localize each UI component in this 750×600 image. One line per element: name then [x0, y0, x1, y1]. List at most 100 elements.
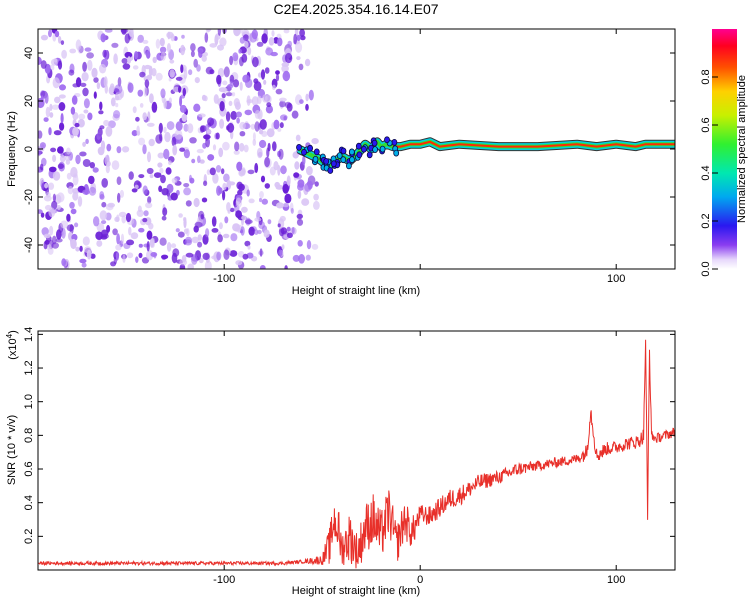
- noise-speckle: [39, 142, 47, 149]
- noise-speckle: [223, 249, 230, 260]
- noise-speckle: [179, 95, 183, 107]
- noise-speckle: [138, 137, 146, 146]
- snr-panel: -100 0 100 0.2 0.4 0.6 0.8 1.0 1.2 1.4 Height of…: [5, 327, 676, 597]
- noise-speckle: [69, 201, 75, 209]
- noise-speckle: [118, 211, 127, 218]
- noise-speckle: [269, 166, 276, 176]
- x-tick-label: 100: [607, 273, 625, 285]
- noise-speckle: [61, 49, 67, 59]
- noise-speckle: [203, 180, 208, 187]
- noise-speckle: [102, 49, 107, 58]
- noise-speckle: [148, 138, 155, 147]
- noise-speckle: [161, 254, 169, 260]
- noise-speckle: [222, 80, 228, 86]
- noise-speckle: [89, 162, 96, 169]
- snr-frame: [37, 330, 676, 571]
- noise-speckle: [101, 178, 108, 188]
- noise-speckle: [75, 39, 82, 51]
- noise-speckle: [85, 138, 89, 145]
- noise-speckle: [207, 117, 215, 126]
- noise-speckle: [219, 101, 225, 112]
- noise-speckle: [112, 228, 118, 236]
- noise-speckle: [190, 50, 195, 58]
- noise-speckle: [132, 106, 137, 114]
- noise-speckle: [229, 74, 235, 83]
- noise-speckle: [138, 252, 143, 259]
- noise-speckle: [40, 95, 44, 103]
- noise-speckle: [248, 226, 255, 236]
- trace-blob: [360, 145, 367, 153]
- noise-speckle: [235, 111, 242, 118]
- noise-speckle: [194, 221, 203, 228]
- noise-speckle: [124, 33, 130, 44]
- noise-speckle: [185, 252, 194, 258]
- noise-speckle: [252, 56, 259, 68]
- noise-speckle: [93, 91, 97, 99]
- noise-speckle: [302, 155, 306, 166]
- trace-blob: [356, 151, 363, 159]
- noise-speckle: [160, 88, 166, 99]
- snr-y-label: SNR (10 * v/v): [6, 415, 18, 485]
- noise-speckle: [134, 184, 139, 189]
- noise-speckle: [198, 113, 206, 118]
- noise-speckle: [71, 95, 78, 105]
- snr-y-multiplier: (x104): [5, 330, 19, 360]
- noise-speckle: [202, 252, 210, 260]
- noise-speckle: [101, 229, 109, 237]
- noise-speckle: [305, 93, 309, 102]
- noise-speckle: [239, 37, 246, 44]
- noise-speckle: [51, 104, 60, 110]
- noise-speckle: [271, 30, 275, 37]
- noise-speckle: [183, 217, 187, 229]
- noise-speckle: [43, 195, 52, 202]
- noise-speckle: [135, 256, 139, 264]
- noise-speckle: [215, 165, 222, 173]
- noise-speckle: [254, 121, 260, 132]
- noise-speckle: [67, 186, 74, 195]
- noise-speckle: [221, 93, 226, 99]
- noise-speckle: [56, 229, 62, 240]
- noise-speckle: [222, 87, 228, 94]
- noise-speckle: [159, 37, 165, 47]
- noise-speckle: [40, 34, 49, 41]
- trace-blob: [323, 157, 330, 165]
- noise-speckle: [122, 254, 126, 263]
- noise-speckle: [217, 29, 222, 36]
- noise-speckle: [241, 206, 248, 213]
- noise-speckle: [120, 233, 125, 245]
- noise-speckle: [222, 190, 226, 201]
- noise-speckle: [38, 209, 43, 214]
- noise-speckle: [45, 106, 51, 118]
- noise-speckle: [115, 251, 119, 261]
- noise-speckle: [146, 241, 150, 252]
- noise-speckle: [160, 51, 166, 61]
- noise-speckle: [281, 64, 289, 73]
- trace-blob: [330, 160, 337, 168]
- noise-speckle: [99, 63, 107, 74]
- noise-speckle: [143, 86, 148, 97]
- noise-speckle: [278, 249, 283, 257]
- trace-blob: [307, 144, 314, 152]
- noise-speckle: [247, 245, 251, 250]
- noise-speckle: [257, 229, 262, 235]
- noise-speckle: [286, 226, 291, 232]
- noise-speckle: [66, 147, 71, 155]
- noise-speckle: [82, 236, 90, 246]
- noise-speckle: [196, 64, 201, 72]
- noise-speckle: [106, 143, 112, 152]
- noise-speckle: [234, 227, 241, 232]
- noise-speckle: [244, 240, 251, 247]
- noise-speckle: [60, 113, 64, 124]
- noise-speckle: [213, 94, 219, 104]
- noise-speckle: [77, 118, 85, 128]
- noise-speckle: [232, 52, 239, 62]
- noise-speckle: [155, 72, 163, 81]
- x-tick-label: 100: [607, 574, 625, 586]
- noise-speckle: [228, 100, 233, 107]
- noise-speckle: [206, 29, 212, 32]
- noise-speckle: [229, 55, 234, 66]
- noise-speckle: [194, 77, 200, 84]
- noise-speckle: [49, 112, 54, 118]
- noise-speckle: [280, 114, 288, 121]
